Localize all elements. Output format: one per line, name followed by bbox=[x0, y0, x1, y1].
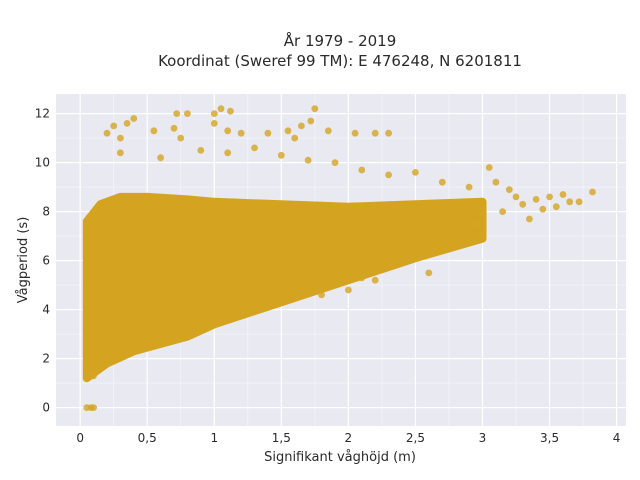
scatter-point bbox=[92, 367, 100, 375]
scatter-point bbox=[264, 129, 272, 137]
scatter-point bbox=[177, 134, 185, 142]
scatter-point bbox=[110, 122, 118, 130]
scatter-point bbox=[324, 127, 332, 135]
y-tick-label: 6 bbox=[42, 254, 50, 268]
scatter-point bbox=[304, 156, 312, 164]
scatter-point bbox=[173, 110, 181, 117]
scatter-point bbox=[589, 188, 596, 196]
scatter-point bbox=[130, 115, 138, 122]
x-tick-label: 2,5 bbox=[406, 431, 425, 445]
y-tick-label: 4 bbox=[42, 303, 50, 317]
chart-title-line-1: År 1979 - 2019 bbox=[284, 31, 397, 50]
scatter-point bbox=[307, 117, 315, 125]
scatter-point bbox=[371, 276, 379, 284]
scatter-point bbox=[217, 105, 225, 113]
x-tick-label: 2 bbox=[345, 431, 353, 445]
scatter-point bbox=[371, 129, 379, 137]
x-tick-label: 1,5 bbox=[272, 431, 291, 445]
scatter-point bbox=[412, 169, 419, 176]
scatter-point bbox=[311, 105, 319, 113]
scatter-point bbox=[237, 129, 245, 137]
scatter-point bbox=[277, 151, 285, 159]
y-tick-label: 8 bbox=[42, 205, 50, 219]
scatter-point bbox=[117, 149, 124, 157]
scatter-point bbox=[331, 159, 339, 167]
scatter-point bbox=[519, 200, 527, 208]
scatter-point bbox=[117, 134, 124, 142]
x-tick-label: 3,5 bbox=[540, 431, 559, 445]
y-axis-title: Vågperiod (s) bbox=[16, 217, 31, 304]
scatter-dense-region bbox=[82, 192, 487, 383]
scatter-point bbox=[351, 129, 359, 137]
scatter-point bbox=[251, 144, 258, 152]
scatter-point bbox=[90, 404, 97, 411]
scatter-point bbox=[425, 269, 433, 277]
scatter-point bbox=[210, 120, 218, 127]
scatter-point bbox=[559, 191, 567, 198]
scatter-point bbox=[512, 193, 520, 201]
y-tick-label: 0 bbox=[42, 401, 50, 415]
x-tick-label: 3 bbox=[479, 431, 487, 445]
scatter-point bbox=[318, 291, 325, 299]
scatter-point bbox=[552, 203, 560, 211]
scatter-point bbox=[485, 164, 493, 171]
scatter-point bbox=[197, 147, 205, 154]
y-tick-label: 12 bbox=[35, 107, 50, 121]
x-tick-label: 4 bbox=[613, 431, 621, 445]
scatter-point bbox=[184, 110, 191, 117]
x-axis-title: Signifikant våghöjd (m) bbox=[264, 450, 416, 465]
scatter-point bbox=[123, 120, 131, 127]
scatter-point bbox=[465, 183, 473, 191]
scatter-point bbox=[575, 198, 583, 206]
x-tick-label: 0 bbox=[76, 431, 84, 445]
scatter-point bbox=[492, 178, 500, 186]
scatter-point bbox=[358, 274, 366, 282]
scatter-point bbox=[224, 127, 232, 135]
scatter-point bbox=[566, 198, 574, 206]
scatter-point bbox=[358, 166, 366, 174]
scatter-point bbox=[539, 205, 547, 213]
scatter-point bbox=[224, 149, 232, 157]
scatter-point bbox=[298, 122, 305, 130]
scatter-point bbox=[345, 286, 352, 294]
y-tick-label: 10 bbox=[35, 156, 50, 170]
scatter-point bbox=[227, 107, 234, 115]
scatter-point bbox=[103, 129, 111, 137]
chart-title-line-2: Koordinat (Sweref 99 TM): E 476248, N 62… bbox=[158, 52, 522, 70]
scatter-point bbox=[150, 127, 158, 135]
y-tick-label: 2 bbox=[42, 352, 50, 366]
scatter-point bbox=[532, 196, 540, 203]
x-tick-label: 0,5 bbox=[138, 431, 157, 445]
x-tick-label: 1 bbox=[210, 431, 218, 445]
scatter-point bbox=[526, 215, 533, 223]
scatter-point bbox=[385, 129, 392, 137]
scatter-point bbox=[210, 110, 218, 117]
points-layer bbox=[82, 105, 596, 411]
scatter-point bbox=[479, 210, 486, 218]
scatter-point bbox=[438, 178, 446, 186]
scatter-point bbox=[170, 124, 178, 132]
scatter-point bbox=[505, 186, 513, 194]
scatter-point bbox=[472, 220, 480, 228]
scatter-point bbox=[284, 127, 292, 135]
ticks-layer: 0 0,5 1 1,5 2 2,5 3 3,5 4 0 2 4 6 8 10 12 bbox=[35, 107, 621, 445]
scatter-point bbox=[385, 171, 392, 179]
scatter-point bbox=[499, 208, 506, 216]
scatter-point bbox=[291, 134, 299, 142]
scatter-point bbox=[546, 193, 553, 201]
scatter-point bbox=[157, 154, 165, 162]
